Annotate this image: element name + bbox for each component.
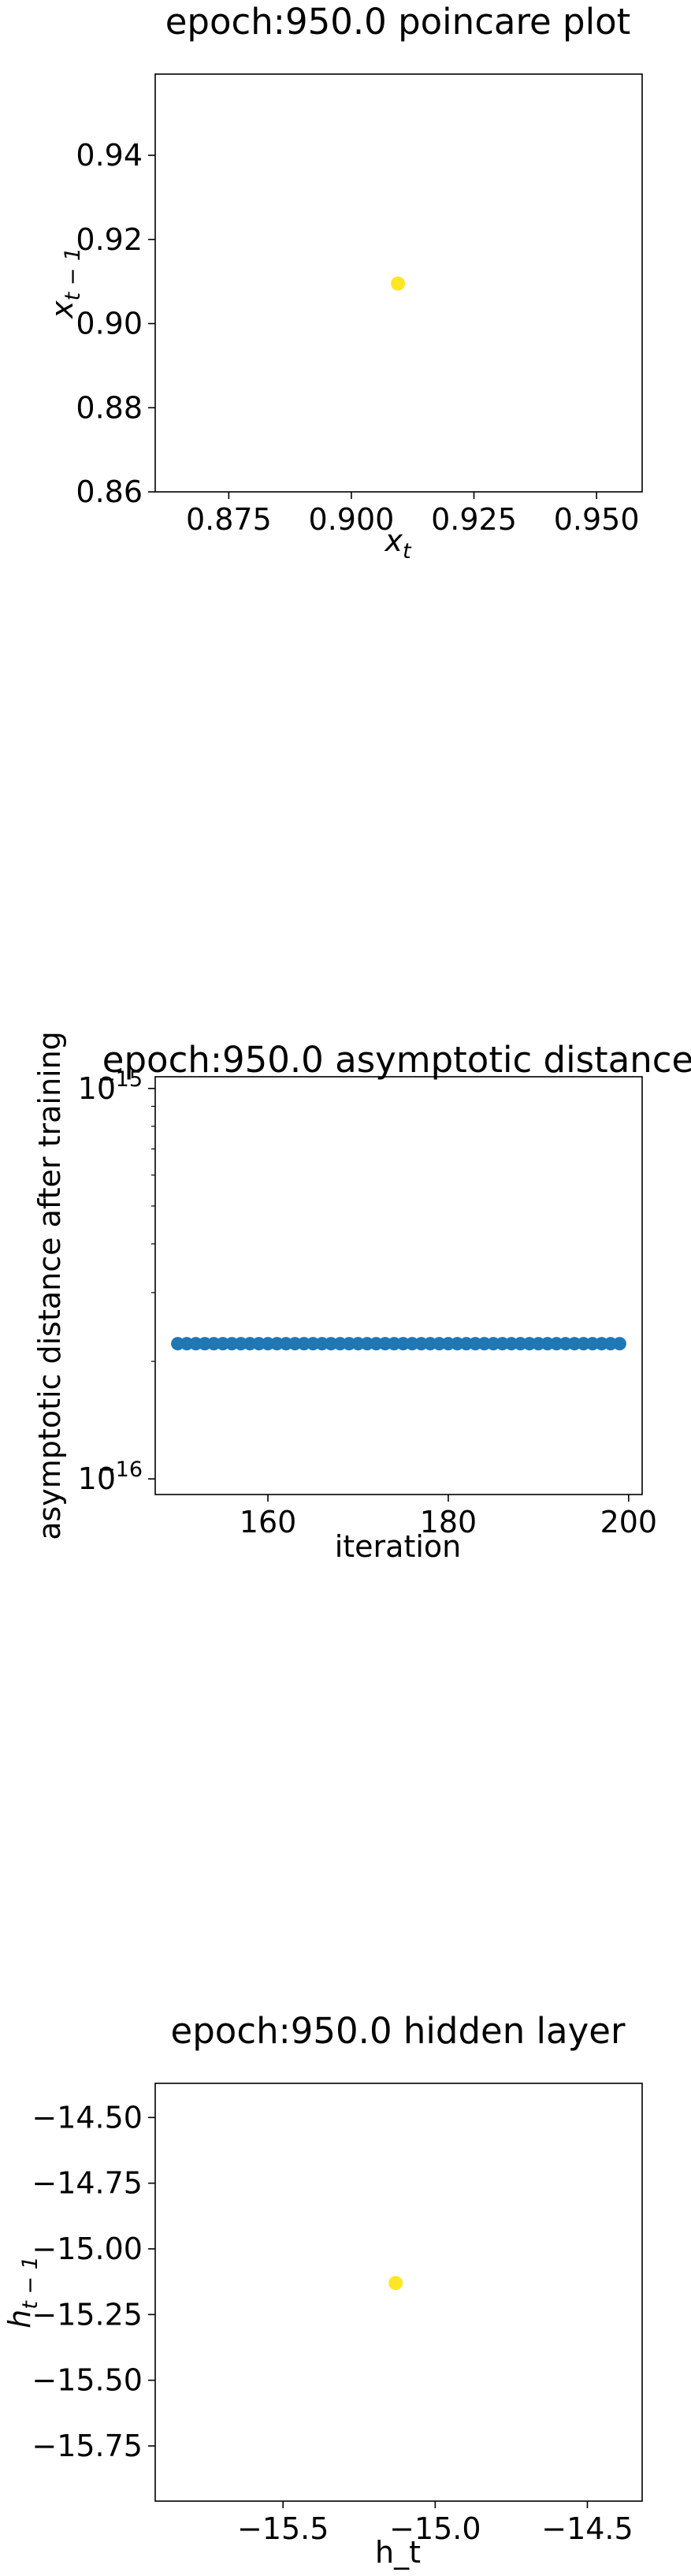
poincare-y-ticks: 0.86 0.88 0.90 0.92 0.94 [76,138,155,509]
x-tick-label: 0.950 [554,502,640,537]
y-tick-label: −15.00 [32,2232,143,2266]
y-tick-label: −14.50 [32,2100,143,2135]
asymptotic-plot-frame [154,1076,643,1495]
poincare-x-ticks: 0.875 0.900 0.925 0.950 [186,492,640,537]
y-tick-label: 0.90 [76,307,143,341]
hidden-layer-plot-frame [154,2083,643,2502]
y-tick-label-base: 10 [78,1071,116,1106]
poincare-chart-title: epoch:950.0 poincare plot [165,1,631,43]
asymptotic-distance-chart: epoch:950.0 asymptotic distance 160 180 20… [32,1031,691,1564]
y-tick-label: 10−15 [78,1067,143,1106]
asymptotic-chart-title: epoch:950.0 asymptotic distance [102,1039,691,1081]
y-tick-label: −14.75 [32,2166,143,2201]
y-tick-label: 10−16 [78,1457,143,1496]
y-tick-label-exponent: −15 [98,1067,143,1092]
hidden-layer-points [388,2276,403,2291]
y-tick-label: 0.94 [76,138,143,173]
data-point [391,276,406,291]
y-tick-label: 0.92 [76,222,143,257]
hidden-layer-chart-title: epoch:950.0 hidden layer [171,2010,626,2052]
y-tick-label: 0.88 [76,390,143,425]
x-tick-label: 0.875 [186,502,272,537]
hidden-layer-chart: epoch:950.0 hidden layer −15.5 −15.0 −14.5… [2,2010,643,2570]
data-point [612,1337,626,1351]
asymptotic-points [171,1337,626,1351]
hidden-layer-x-ticks: −15.5 −15.0 −14.5 [237,2501,633,2546]
x-tick-label: 0.925 [431,502,517,537]
poincare-chart: epoch:950.0 poincare plot 0.875 0.900 0.92… [45,1,643,564]
hidden-layer-x-axis-label: h_t [375,2535,421,2570]
y-tick-label: −15.50 [32,2363,143,2398]
asymptotic-y-axis-label: asymptotic distance after training [32,1031,67,1540]
poincare-x-axis-label: xt [384,523,412,564]
poincare-plot-frame [154,73,643,493]
hidden-layer-y-ticks: −15.75 −15.50 −15.25 −15.00 −14.75 −14.50 [32,2100,155,2463]
y-tick-label: −15.25 [32,2297,143,2332]
asymptotic-x-ticks: 160 180 200 [240,1495,657,1539]
data-point [388,2276,403,2291]
x-tick-label: 160 [240,1505,297,1539]
poincare-points [391,276,406,291]
x-tick-label: 200 [600,1505,658,1539]
x-tick-label: −14.5 [541,2511,633,2546]
y-tick-label-exponent: −16 [98,1457,143,1482]
hidden-layer-y-axis-label: ht − 1 [2,2256,43,2328]
y-tick-label: 0.86 [76,475,143,509]
poincare-y-axis-label: xt − 1 [45,248,85,319]
x-tick-label: 0.900 [309,502,395,537]
x-tick-label: −15.0 [389,2511,481,2546]
y-tick-label-base: 10 [78,1461,116,1496]
asymptotic-x-axis-label: iteration [335,1529,462,1564]
y-tick-label: −15.75 [32,2429,143,2463]
x-tick-label: −15.5 [237,2511,329,2546]
x-tick-label: 180 [420,1505,477,1539]
